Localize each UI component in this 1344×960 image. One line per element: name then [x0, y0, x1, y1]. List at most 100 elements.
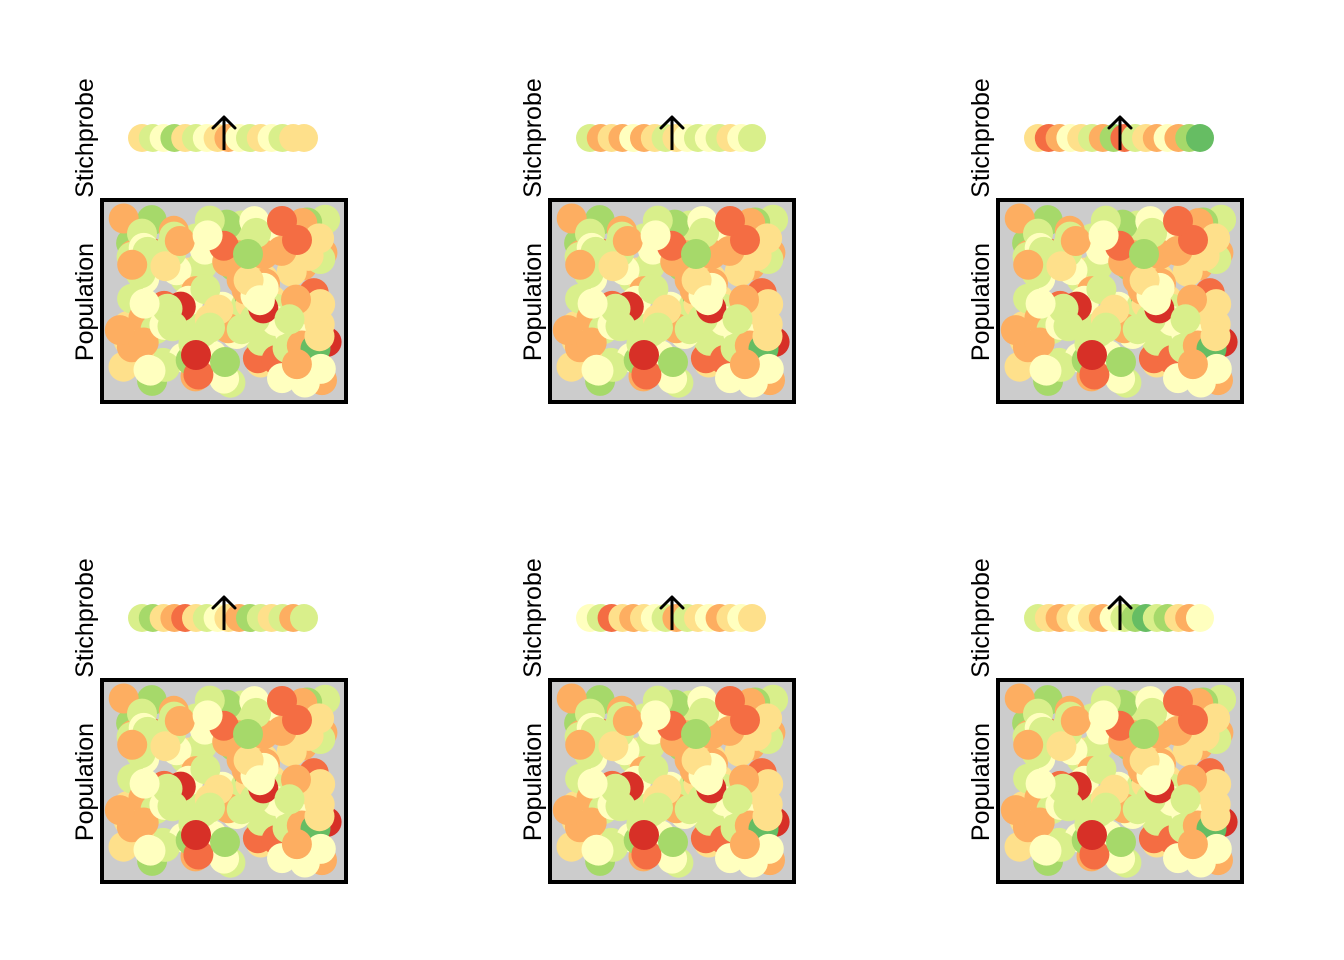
sample-mean-arrow-icon: [211, 595, 237, 630]
population-dot: [753, 353, 784, 384]
population-dot: [681, 719, 711, 749]
population-dots: [104, 683, 342, 878]
population-dot: [304, 321, 335, 352]
sample-mean-arrow-icon: [659, 595, 685, 630]
sample-dot: [1186, 604, 1214, 632]
population-dots: [552, 683, 790, 878]
population-dot: [565, 729, 596, 760]
population-dot: [164, 226, 195, 256]
population-dot: [244, 765, 275, 796]
population-dot: [1046, 731, 1077, 762]
population-dot: [281, 349, 312, 380]
population-dot: [598, 251, 629, 282]
population-dot: [304, 801, 335, 832]
sample-dots: [1024, 124, 1214, 152]
sample-mean-arrow-icon: [1107, 595, 1133, 630]
population-frame: [100, 678, 348, 884]
population-frame: [548, 198, 796, 404]
population-dot: [135, 835, 166, 866]
population-dot: [1177, 829, 1208, 860]
population-dot: [752, 321, 783, 352]
arrow-head: [659, 595, 685, 610]
population-dot: [1177, 349, 1208, 380]
panel-3: Stichprobe Population: [967, 78, 1244, 404]
arrow-head: [1107, 115, 1133, 130]
population-dot: [1200, 321, 1231, 352]
population-axis-label: Population: [71, 243, 99, 361]
population-frame: [548, 678, 796, 884]
population-dot: [210, 347, 240, 377]
population-dot: [729, 829, 760, 860]
population-dot: [1201, 353, 1232, 384]
population-dot: [643, 312, 673, 343]
population-dot: [722, 784, 753, 815]
sample-axis-label: Stichprobe: [967, 558, 995, 678]
population-axis-label: Population: [967, 723, 995, 841]
population-frame: [100, 198, 348, 404]
population-dot: [233, 239, 263, 269]
population-dot: [1025, 288, 1056, 319]
population-box: [100, 198, 348, 404]
population-dot: [1140, 765, 1171, 796]
population-dot: [1163, 206, 1193, 236]
sample-axis-label: Stichprobe: [71, 558, 99, 678]
population-dot: [210, 827, 240, 857]
sample-mean-arrow-icon: [1107, 115, 1133, 150]
sample-dot: [738, 604, 766, 632]
population-dots: [1000, 683, 1238, 878]
population-dot: [565, 249, 596, 280]
sample-mean-arrow-icon: [659, 115, 685, 150]
population-dot: [1091, 792, 1121, 823]
population-dot: [104, 315, 135, 346]
population-box: [996, 678, 1244, 884]
population-dot: [752, 801, 783, 832]
population-dot: [577, 768, 608, 799]
population-dot: [658, 347, 688, 377]
panel-4: Stichprobe Population: [71, 558, 348, 884]
population-dot: [1140, 285, 1171, 316]
population-dot: [1031, 835, 1062, 866]
population-dot: [1091, 312, 1121, 343]
population-dot: [150, 251, 181, 282]
population-dot: [612, 706, 643, 736]
population-dot: [274, 784, 305, 815]
population-dot: [305, 833, 336, 864]
population-dot: [629, 340, 659, 370]
population-dot: [612, 226, 643, 256]
population-dot: [305, 289, 336, 320]
population-dot: [181, 820, 211, 850]
population-dot: [1024, 807, 1055, 838]
population-dot: [128, 807, 159, 838]
population-dot: [692, 285, 723, 316]
population-dot: [1031, 355, 1062, 386]
population-dot: [117, 249, 148, 280]
population-dot: [1000, 795, 1031, 826]
population-dot: [753, 833, 784, 864]
arrow-head: [659, 115, 685, 130]
population-dot: [1024, 327, 1055, 358]
population-dots: [104, 203, 342, 398]
population-dot: [1129, 239, 1159, 269]
population-dot: [640, 700, 671, 731]
panel-2: Stichprobe Population: [519, 78, 796, 404]
population-dot: [104, 795, 135, 826]
population-dot: [715, 206, 745, 236]
sample-mean-arrow-icon: [211, 115, 237, 150]
population-dot: [1170, 304, 1201, 335]
population-dot: [576, 807, 607, 838]
population-dot: [753, 769, 784, 800]
population-dot: [1077, 820, 1107, 850]
sample-axis-label: Stichprobe: [519, 558, 547, 678]
population-dot: [552, 315, 583, 346]
population-dot: [267, 206, 297, 236]
population-dot: [117, 729, 148, 760]
population-dot: [692, 765, 723, 796]
population-box: [548, 678, 796, 884]
population-dot: [643, 792, 673, 823]
population-dot: [164, 706, 195, 736]
population-dot: [1106, 827, 1136, 857]
population-dot: [1060, 706, 1091, 736]
population-dot: [715, 686, 745, 716]
population-axis-label: Population: [967, 243, 995, 361]
